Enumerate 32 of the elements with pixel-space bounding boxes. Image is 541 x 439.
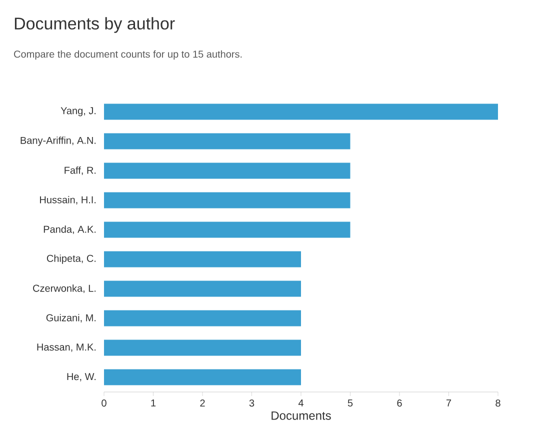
x-tick-label: 2 <box>200 400 205 407</box>
y-tick-label: Yang, J. <box>60 107 96 116</box>
chart-title: Documents by author <box>14 17 175 33</box>
x-tick-label: 5 <box>348 400 353 406</box>
y-tick-label: Hussain, H.I. <box>40 196 96 205</box>
y-tick-label: Chipeta, C. <box>46 254 96 264</box>
y-tick-label: Faff, R. <box>64 166 96 176</box>
x-tick-label: 0 <box>102 400 106 407</box>
y-tick-label: Panda, A.K. <box>44 225 96 234</box>
bar <box>104 310 301 326</box>
x-axis-title: Documents <box>272 411 331 420</box>
y-tick-label: Guizani, M. <box>46 314 96 323</box>
x-tick-label: 7 <box>446 400 452 406</box>
chart-subtitle: Compare the document counts for up to 15 authors. <box>14 50 242 60</box>
y-tick-label: Bany-Ariffin, A.N. <box>20 136 96 146</box>
y-tick-label: He, W. <box>67 373 96 382</box>
bar <box>104 280 301 297</box>
bar <box>104 104 498 120</box>
x-tick-label: 3 <box>249 400 254 407</box>
y-tick-label: Czerwonka, L. <box>33 284 96 294</box>
bar <box>104 162 350 179</box>
y-tick-label: Hassan, M.K. <box>37 344 96 352</box>
bar <box>104 133 350 150</box>
x-tick-label: 1 <box>151 400 156 406</box>
bar <box>104 251 301 268</box>
x-tick-label: 8 <box>496 400 500 407</box>
bar <box>104 222 350 238</box>
x-tick-label: 4 <box>298 400 304 406</box>
bar <box>104 192 350 208</box>
bar <box>104 340 301 356</box>
x-tick-label: 6 <box>397 400 402 407</box>
bar <box>104 369 301 386</box>
